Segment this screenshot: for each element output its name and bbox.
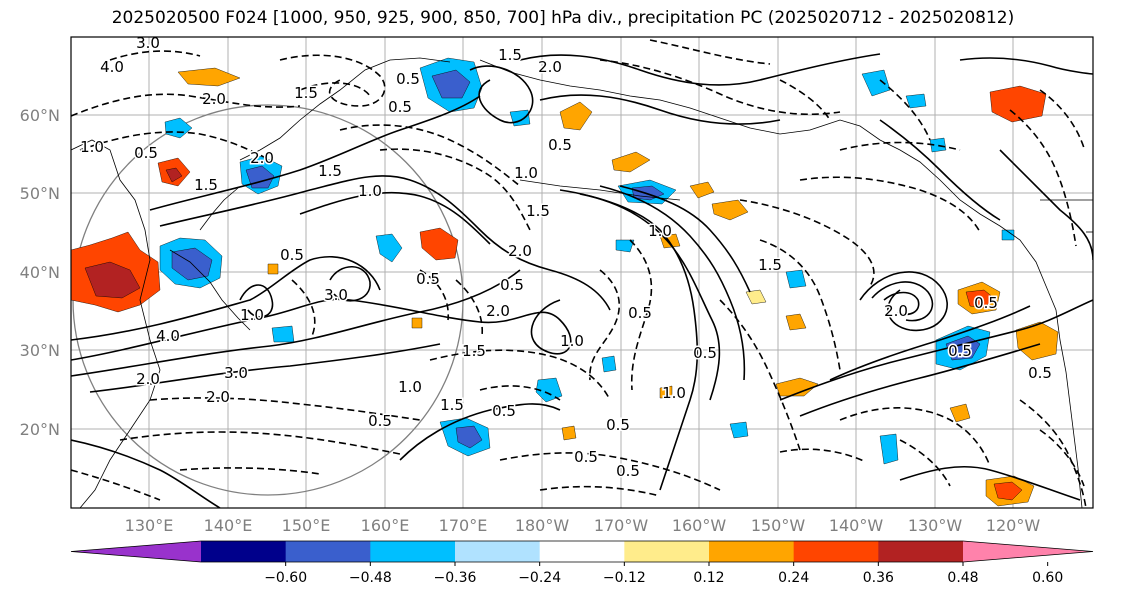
- map-frame: [70, 36, 1094, 509]
- colorbar: −0.60 −0.48 −0.36 −0.24 −0.12 0.12 0.24 0.36 0.4…: [70, 540, 1094, 586]
- contour-label: 0.5: [574, 448, 598, 466]
- contour-label: 0.5: [500, 276, 524, 294]
- contour-label: 0.5: [693, 344, 717, 362]
- lat-label: 40°N: [20, 263, 60, 282]
- contour-label: 0.5: [492, 402, 516, 420]
- contour-label: 0.5: [368, 412, 392, 430]
- contour-label: 2.0: [206, 388, 230, 406]
- contour-label: 2.0: [884, 302, 908, 320]
- lon-label: 160°E: [361, 516, 410, 535]
- contour-label: 0.5: [628, 304, 652, 322]
- contour-label: 0.5: [388, 98, 412, 116]
- contour-label: 2.0: [136, 370, 160, 388]
- lat-labels: 60°N 50°N 40°N 30°N 20°N: [20, 106, 60, 439]
- contours-dashed: [71, 39, 1087, 508]
- colorbar-tick-label: −0.36: [434, 570, 477, 586]
- contour-label: 1.5: [758, 256, 782, 274]
- contour-label: 0.5: [1028, 364, 1052, 382]
- colorbar-tick-label: 0.48: [947, 570, 978, 586]
- colorbar-tick-label: −0.48: [349, 570, 392, 586]
- colorbar-extend-high: [963, 541, 1093, 562]
- lon-label: 120°W: [986, 516, 1041, 535]
- contour-label: 1.0: [398, 378, 422, 396]
- colorbar-tick-label: −0.24: [518, 570, 561, 586]
- contour-label: 2.0: [202, 90, 226, 108]
- lon-label: 180°W: [515, 516, 570, 535]
- colorbar-segment: [709, 541, 795, 562]
- contour-label: 1.5: [498, 46, 522, 64]
- contour-label: 0.5: [396, 70, 420, 88]
- lat-label: 50°N: [20, 184, 60, 203]
- colorbar-tick-label: 0.60: [1032, 570, 1063, 586]
- contour-label: 3.0: [136, 34, 160, 52]
- colorbar-tick-label: 0.36: [863, 570, 894, 586]
- contour-label: 2.0: [508, 242, 532, 260]
- lon-label: 140°E: [204, 516, 253, 535]
- contour-label: 1.5: [194, 176, 218, 194]
- contour-label: 0.5: [974, 294, 998, 312]
- contour-label: 1.0: [662, 384, 686, 402]
- contour-label: 2.0: [486, 302, 510, 320]
- contour-label: 0.5: [280, 246, 304, 264]
- precip-shading: [71, 57, 1059, 507]
- colorbar-extend-low: [71, 541, 201, 562]
- lon-label: 150°E: [282, 516, 331, 535]
- lon-label: 160°W: [672, 516, 727, 535]
- coastlines: [71, 57, 1093, 508]
- contour-label: 0.5: [606, 416, 630, 434]
- contour-label: 0.5: [948, 342, 972, 360]
- contour-label: 1.5: [318, 162, 342, 180]
- contour-label: 4.0: [100, 58, 124, 76]
- contour-label: 1.0: [80, 138, 104, 156]
- colorbar-segment: [285, 541, 371, 562]
- colorbar-segment: [370, 541, 456, 562]
- colorbar-segment: [878, 541, 964, 562]
- contour-label: 1.5: [440, 396, 464, 414]
- contour-label: 1.5: [526, 202, 550, 220]
- lon-label: 130°W: [908, 516, 963, 535]
- map-layers: 3.0 4.0 2.0 1.0 0.5 1.5 2.0 1.5 0.5 1.0 0.5 1.0 3.0 4…: [71, 34, 1093, 508]
- contour-label: 1.0: [648, 222, 672, 240]
- lat-label: 30°N: [20, 341, 60, 360]
- lon-labels: 130°E 140°E 150°E 160°E 170°E 180°W 170°…: [125, 516, 1041, 535]
- contour-label: 2.0: [538, 58, 562, 76]
- contour-label: 1.0: [358, 182, 382, 200]
- contour-label: 1.0: [514, 164, 538, 182]
- colorbar-segment: [201, 541, 287, 562]
- contour-label: 0.5: [416, 270, 440, 288]
- contour-label: 0.5: [134, 144, 158, 162]
- colorbar-tick-label: −0.12: [603, 570, 646, 586]
- contours-solid: [71, 53, 1093, 508]
- contour-label: 4.0: [156, 327, 180, 345]
- contour-label: 1.5: [462, 342, 486, 360]
- colorbar-tick-label: 0.12: [693, 570, 724, 586]
- contour-labels: 3.0 4.0 2.0 1.0 0.5 1.5 2.0 1.5 0.5 1.0 0.5 1.0 3.0 4…: [79, 34, 1054, 482]
- contour-label: 0.5: [616, 462, 640, 480]
- colorbar-segment: [539, 541, 625, 562]
- colorbar-tick-label: 0.24: [778, 570, 809, 586]
- contour-label: 1.0: [240, 306, 264, 324]
- contour-label: 0.5: [548, 136, 572, 154]
- colorbar-segment: [624, 541, 710, 562]
- lon-label: 150°W: [751, 516, 806, 535]
- colorbar-segment: [793, 541, 879, 562]
- lon-label: 140°W: [829, 516, 884, 535]
- contour-label: 1.0: [560, 332, 584, 350]
- contour-label: 2.0: [250, 149, 274, 167]
- lon-label: 170°E: [439, 516, 488, 535]
- map-title: 2025020500 F024 [1000, 950, 925, 900, 85…: [111, 8, 1015, 28]
- contour-label: 1.5: [294, 84, 318, 102]
- lon-label: 130°E: [125, 516, 174, 535]
- contour-label: 3.0: [224, 364, 248, 382]
- lat-label: 20°N: [20, 420, 60, 439]
- contour-label: 3.0: [324, 286, 348, 304]
- colorbar-segment: [455, 541, 541, 562]
- lon-label: 170°W: [594, 516, 649, 535]
- colorbar-tick-label: −0.60: [264, 570, 307, 586]
- colorbar-outline: [70, 540, 1094, 563]
- lat-label: 60°N: [20, 106, 60, 125]
